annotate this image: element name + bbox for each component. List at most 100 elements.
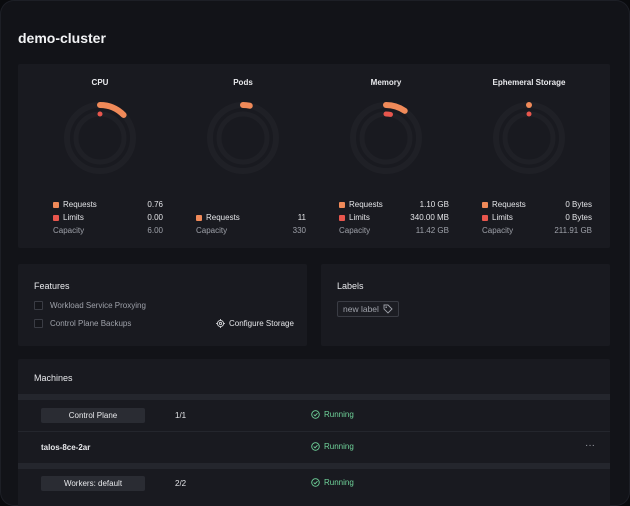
gauge-inner-track [73,111,127,165]
capacity-value: 11.42 GB [415,226,449,235]
requests-row: Requests 11 [196,213,306,222]
gauge-storage-ring [493,102,565,174]
limits-swatch [53,214,59,221]
gauge-memory: Memory Requests 1.10 GB Limits 340.00 MB… [312,64,460,248]
requests-swatch [339,201,345,208]
divider [18,463,610,469]
resource-gauges-panel: CPU Requests 0.76 Limits 0.00 Capacity 6… [18,64,610,248]
limits-value: 340.00 MB [410,213,449,222]
machine-set-name: Workers: default [63,479,123,488]
capacity-row: Capacity 11.42 GB [339,226,449,235]
capacity-label: Capacity [196,226,228,235]
requests-label: Requests [492,200,526,209]
capacity-value: 6.00 [147,226,163,235]
requests-value: 11 [297,213,306,222]
requests-row: Requests 0.76 [53,200,163,209]
status-badge: Running [311,478,354,487]
workload-proxying-checkbox[interactable]: Workload Service Proxying [34,301,146,310]
capacity-row: Capacity 330 [196,226,306,235]
gauge-title: Memory [370,78,402,87]
limits-row: Limits 0 Bytes [482,213,592,222]
machine-set-name: Control Plane [68,411,118,420]
limits-value: 0 Bytes [565,213,592,222]
limits-row: Limits 0.00 [53,213,163,222]
requests-swatch [196,214,202,221]
gauge-pods: Pods Requests 11 Capacity 330 [169,64,317,248]
requests-value: 0 Bytes [565,200,592,209]
checkbox-box[interactable] [34,319,43,328]
requests-value: 0.76 [147,200,163,209]
labels-panel: Labels new label [321,264,610,346]
gauge-ephemeral-storage: Ephemeral Storage Requests 0 Bytes Limit… [455,64,603,248]
limits-label: Limits [63,213,84,222]
limits-arc [526,111,532,117]
features-title: Features [34,281,70,291]
gauge-title: Ephemeral Storage [492,78,566,87]
check-circle-icon [311,410,320,419]
limits-label: Limits [349,213,370,222]
machines-panel: Machines Control Plane 1/1 Running talos… [18,359,610,506]
configure-storage-button[interactable]: Configure Storage [216,319,294,328]
requests-row: Requests 1.10 GB [339,200,449,209]
new-label-text: new label [343,304,379,314]
requests-label: Requests [206,213,240,222]
capacity-row: Capacity 6.00 [53,226,163,235]
status-text: Running [324,478,354,487]
machine-set-count: 2/2 [175,479,187,488]
requests-label: Requests [63,200,97,209]
check-circle-icon [311,442,320,451]
checkbox-label: Workload Service Proxying [50,301,146,310]
gauge-cpu-ring [64,102,136,174]
requests-swatch [482,201,488,208]
tag-icon [383,304,393,314]
capacity-label: Capacity [53,226,85,235]
requests-arc [240,102,253,109]
requests-label: Requests [349,200,383,209]
new-label-button[interactable]: new label [337,301,399,317]
gauge-title: Pods [233,78,253,87]
check-circle-icon [311,478,320,487]
gauge-inner-track [502,111,556,165]
limits-arc [97,111,103,117]
gauge-inner-track [359,111,413,165]
gauge-cpu: CPU Requests 0.76 Limits 0.00 Capacity 6… [26,64,174,248]
gauge-memory-ring [350,102,422,174]
machines-title: Machines [34,373,73,383]
capacity-value: 211.91 GB [554,226,592,235]
more-actions-icon[interactable]: ··· [585,440,595,451]
capacity-label: Capacity [339,226,371,235]
features-panel: Features Workload Service Proxying Contr… [18,264,307,346]
machine-name[interactable]: talos-8ce-2ar [41,443,91,452]
requests-arc [97,102,127,118]
status-badge: Running [311,442,354,451]
gauge-inner-track [216,111,270,165]
gear-icon [216,319,225,328]
capacity-value: 330 [292,226,306,235]
page-title: demo-cluster [18,30,106,46]
limits-label: Limits [492,213,513,222]
status-text: Running [324,410,354,419]
machine-set-control-plane[interactable]: Control Plane [41,408,145,423]
divider [18,431,610,432]
requests-arc [526,102,532,108]
requests-value: 1.10 GB [419,200,449,209]
checkbox-label: Control Plane Backups [50,319,132,328]
status-text: Running [324,442,354,451]
gauge-title: CPU [91,78,109,87]
machine-set-workers[interactable]: Workers: default [41,476,145,491]
requests-swatch [53,201,59,208]
control-plane-backups-checkbox[interactable]: Control Plane Backups [34,319,131,328]
machine-set-count: 1/1 [175,411,187,420]
limits-swatch [339,214,345,221]
capacity-label: Capacity [482,226,514,235]
status-badge: Running [311,410,354,419]
checkbox-box[interactable] [34,301,43,310]
limits-row: Limits 340.00 MB [339,213,449,222]
requests-row: Requests 0 Bytes [482,200,592,209]
labels-title: Labels [337,281,364,291]
configure-storage-label: Configure Storage [229,319,294,328]
gauge-pods-ring [207,102,279,174]
limits-value: 0.00 [147,213,163,222]
capacity-row: Capacity 211.91 GB [482,226,592,235]
